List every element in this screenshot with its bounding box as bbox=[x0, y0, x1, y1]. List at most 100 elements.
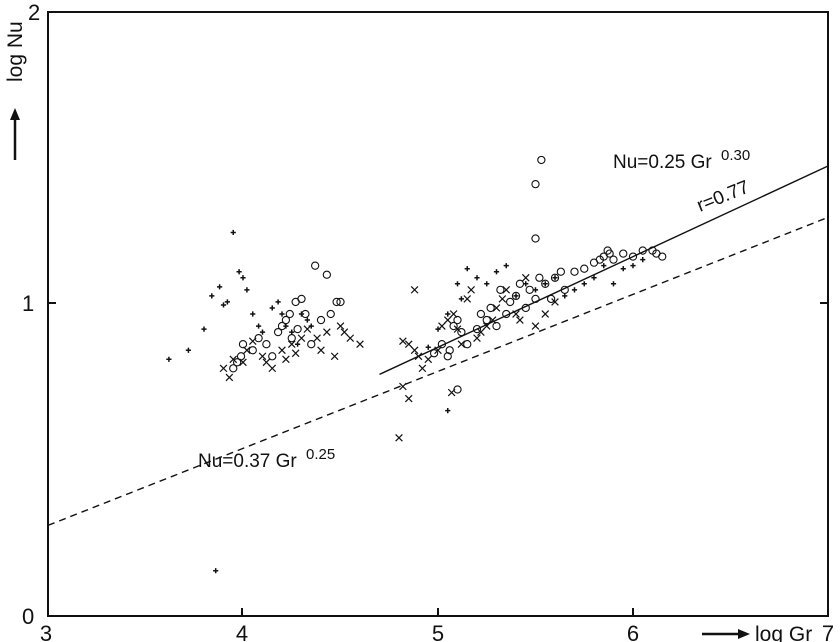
data-point-circle bbox=[472, 324, 482, 334]
data-point-plus bbox=[601, 263, 607, 269]
x-tick-label-4: 4 bbox=[236, 621, 248, 642]
data-point-circle bbox=[453, 315, 462, 325]
data-point-x bbox=[297, 334, 306, 342]
data-point-circle bbox=[658, 252, 667, 261]
data-point-x bbox=[225, 373, 234, 382]
data-point-plus bbox=[217, 284, 223, 290]
plot-frame bbox=[47, 11, 829, 617]
x-axis-arrow-icon bbox=[738, 629, 750, 639]
data-point-circle bbox=[463, 340, 472, 349]
data-point-x bbox=[482, 322, 491, 330]
data-point-circle bbox=[619, 249, 628, 258]
data-point-plus bbox=[304, 317, 310, 323]
data-point-x bbox=[498, 295, 507, 303]
data-point-x bbox=[410, 346, 419, 355]
data-point-circle bbox=[525, 285, 534, 294]
data-point-plus bbox=[425, 344, 431, 350]
data-point-circle bbox=[580, 264, 589, 273]
data-point-x bbox=[457, 340, 466, 349]
y-axis-title: log Nu bbox=[4, 21, 27, 82]
data-point-plus bbox=[185, 347, 191, 353]
data-point-circle bbox=[628, 252, 638, 261]
data-point-plus bbox=[513, 293, 519, 299]
data-point-circle bbox=[268, 352, 277, 361]
dashed-fit-label-exponent: 0.25 bbox=[306, 446, 335, 463]
data-point-plus bbox=[454, 281, 461, 287]
data-point-circle bbox=[316, 315, 326, 325]
data-point-x bbox=[473, 334, 481, 342]
data-point-plus bbox=[213, 568, 219, 574]
data-point-x bbox=[399, 382, 407, 391]
data-point-x bbox=[443, 316, 452, 324]
data-point-circle bbox=[605, 249, 614, 258]
data-point-circle bbox=[310, 261, 320, 270]
dashed-fit-label: Nu=0.37 Gr 0.25 bbox=[198, 446, 335, 472]
data-point-circle bbox=[445, 346, 454, 355]
x-axis-title-group: log Gr bbox=[702, 623, 812, 642]
y-tick-label-0: 0 bbox=[22, 604, 34, 629]
data-point-circle bbox=[505, 297, 515, 307]
data-point-x bbox=[330, 352, 339, 361]
data-point-circle bbox=[476, 309, 486, 319]
data-point-plus bbox=[630, 263, 636, 269]
data-point-x bbox=[317, 346, 325, 355]
data-point-x bbox=[404, 340, 413, 349]
data-point-circle bbox=[322, 270, 331, 279]
data-point-circle bbox=[449, 321, 458, 331]
data-point-plus bbox=[523, 281, 529, 287]
solid-fit-line bbox=[379, 165, 829, 376]
data-point-circle bbox=[326, 309, 335, 319]
data-point-circle bbox=[638, 246, 647, 255]
data-point-circle bbox=[229, 364, 238, 373]
data-point-x bbox=[239, 358, 247, 367]
data-point-circle bbox=[521, 303, 530, 313]
data-point-plus bbox=[532, 287, 539, 293]
data-point-plus bbox=[458, 296, 464, 302]
data-point-x bbox=[477, 328, 485, 336]
data-point-circle bbox=[336, 297, 345, 307]
data-point-circle bbox=[238, 340, 248, 349]
data-point-plus bbox=[298, 311, 305, 317]
data-point-circle bbox=[293, 324, 302, 334]
data-point-plus bbox=[571, 287, 578, 293]
data-point-plus bbox=[275, 299, 281, 305]
data-point-plus bbox=[295, 341, 301, 347]
data-point-x bbox=[262, 358, 271, 367]
data-point-circle bbox=[515, 279, 525, 288]
data-point-x bbox=[268, 364, 277, 373]
data-point-plus bbox=[464, 266, 470, 272]
data-point-x bbox=[395, 433, 403, 442]
correlation-label: r=0.77 bbox=[694, 177, 752, 217]
data-point-x bbox=[492, 304, 501, 312]
data-point-x bbox=[303, 325, 312, 333]
data-point-x bbox=[243, 346, 251, 355]
data-point-plus bbox=[166, 356, 172, 362]
data-point-plus bbox=[256, 323, 262, 329]
data-point-x bbox=[463, 295, 472, 303]
y-axis-arrow-icon bbox=[10, 108, 20, 120]
data-point-circle bbox=[287, 334, 296, 343]
data-point-circle bbox=[511, 291, 521, 301]
x-axis-title: log Gr bbox=[755, 623, 812, 642]
data-point-plus bbox=[552, 275, 558, 281]
data-point-x bbox=[313, 334, 321, 342]
data-point-x bbox=[424, 355, 433, 364]
data-point-x bbox=[467, 286, 475, 294]
y-axis-title-group: log Nu bbox=[4, 21, 27, 160]
data-point-circle bbox=[531, 294, 540, 304]
data-point-circle bbox=[285, 309, 294, 319]
data-point-circle bbox=[482, 315, 491, 325]
x-tick-label-6: 6 bbox=[627, 621, 639, 642]
data-point-circle bbox=[297, 294, 306, 304]
data-point-circle bbox=[492, 321, 501, 331]
data-point-circle bbox=[546, 294, 556, 304]
data-point-circle bbox=[535, 273, 544, 282]
data-point-circle bbox=[307, 340, 316, 349]
data-point-plus bbox=[259, 329, 266, 335]
data-point-plus bbox=[542, 281, 548, 287]
data-point-plus bbox=[620, 266, 626, 272]
data-point-plus bbox=[240, 275, 246, 281]
data-point-plus bbox=[236, 269, 242, 275]
data-point-x bbox=[512, 310, 520, 318]
